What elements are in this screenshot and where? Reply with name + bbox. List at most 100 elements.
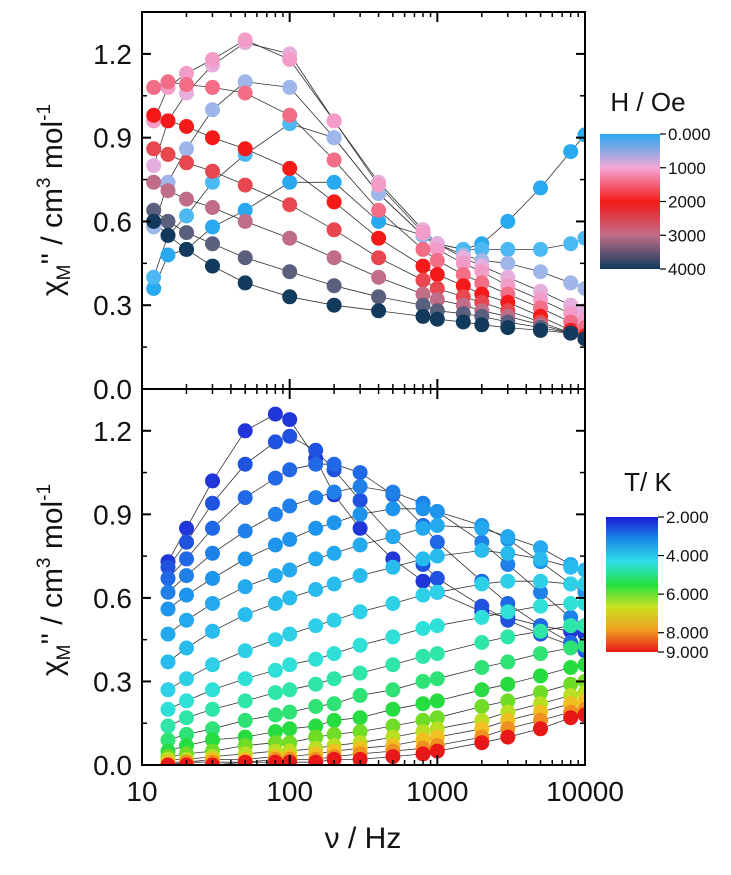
data-point — [429, 534, 445, 550]
x-ticks: 10 100 1000 10000 — [126, 389, 624, 807]
data-point — [237, 32, 253, 48]
data-point — [533, 551, 548, 567]
data-point — [415, 648, 431, 664]
data-point — [385, 529, 401, 545]
data-point — [326, 130, 342, 146]
data-point — [500, 545, 516, 561]
data-point — [455, 278, 471, 294]
series-line — [153, 181, 585, 340]
data-point — [500, 629, 516, 645]
data-point — [429, 281, 445, 296]
top-y-axis-label: χM'' / cm3 mol-1 — [34, 104, 75, 296]
x-tick-label: 1000 — [406, 776, 468, 807]
data-point — [533, 623, 548, 639]
data-point — [146, 79, 162, 95]
data-point — [237, 490, 253, 506]
data-point — [326, 515, 342, 531]
data-point — [500, 557, 516, 572]
data-point — [146, 269, 162, 285]
bottom-colorbar — [606, 517, 658, 652]
data-point — [308, 582, 324, 597]
data-point — [160, 113, 176, 129]
data-point — [533, 685, 548, 701]
y-tick-label: 0.9 — [93, 123, 132, 154]
data-point — [577, 576, 585, 592]
series-line — [153, 81, 585, 289]
data-point — [205, 130, 220, 146]
data-point — [563, 676, 579, 692]
data-point — [326, 194, 342, 210]
data-point — [474, 609, 490, 625]
data-point — [179, 568, 194, 584]
data-point — [474, 735, 490, 751]
data-point — [563, 660, 579, 675]
data-point — [282, 52, 298, 67]
data-point — [308, 520, 324, 536]
data-point — [429, 584, 445, 600]
data-point — [533, 668, 548, 684]
data-point — [282, 428, 298, 444]
data-point — [533, 540, 548, 556]
data-point — [237, 607, 253, 623]
top-data-points — [146, 32, 585, 347]
data-point — [474, 682, 490, 698]
data-point — [179, 551, 194, 567]
data-point — [160, 601, 176, 617]
data-point — [326, 712, 342, 728]
data-point — [179, 155, 194, 171]
data-point — [326, 646, 342, 662]
data-point — [205, 102, 220, 118]
data-point — [385, 501, 401, 517]
data-point — [415, 712, 431, 728]
data-point — [429, 253, 445, 268]
data-point — [500, 320, 516, 336]
data-point — [563, 576, 579, 592]
data-point — [352, 710, 368, 726]
data-point — [179, 520, 194, 536]
legend-tick-label: 6.000 — [666, 585, 709, 604]
data-point — [160, 146, 176, 162]
data-point — [308, 651, 324, 667]
data-point — [371, 213, 387, 229]
series-line — [153, 209, 585, 340]
data-point — [577, 707, 585, 723]
data-point — [326, 696, 342, 712]
data-point — [385, 559, 401, 575]
data-point — [429, 548, 445, 564]
data-point — [415, 696, 431, 712]
data-point — [179, 534, 194, 550]
data-point — [205, 473, 220, 489]
data-point — [326, 278, 342, 294]
data-point — [371, 230, 387, 246]
bottom-y-axis-label: χM'' / cm3 mol-1 — [34, 484, 75, 676]
data-point — [205, 200, 220, 215]
data-point — [385, 484, 401, 500]
data-point — [179, 225, 194, 241]
data-point — [205, 682, 220, 698]
data-point — [371, 289, 387, 305]
data-point — [500, 654, 516, 670]
legend-tick-label: 9.000 — [666, 643, 709, 662]
data-point — [179, 671, 194, 687]
data-point — [179, 65, 194, 81]
data-point — [308, 754, 324, 765]
data-point — [308, 676, 324, 692]
data-point — [577, 657, 585, 673]
data-point — [500, 241, 516, 257]
data-point — [415, 297, 431, 313]
data-point — [179, 587, 194, 603]
data-point — [429, 311, 445, 327]
data-point — [415, 573, 431, 589]
data-point — [500, 604, 516, 620]
data-point — [352, 537, 368, 553]
data-point — [326, 726, 342, 742]
data-point — [205, 545, 220, 561]
data-point — [308, 490, 324, 506]
data-point — [415, 272, 431, 288]
data-point — [500, 729, 516, 745]
data-point — [474, 598, 490, 614]
legend-tick-label: 2000 — [668, 193, 706, 212]
data-point — [146, 158, 162, 174]
